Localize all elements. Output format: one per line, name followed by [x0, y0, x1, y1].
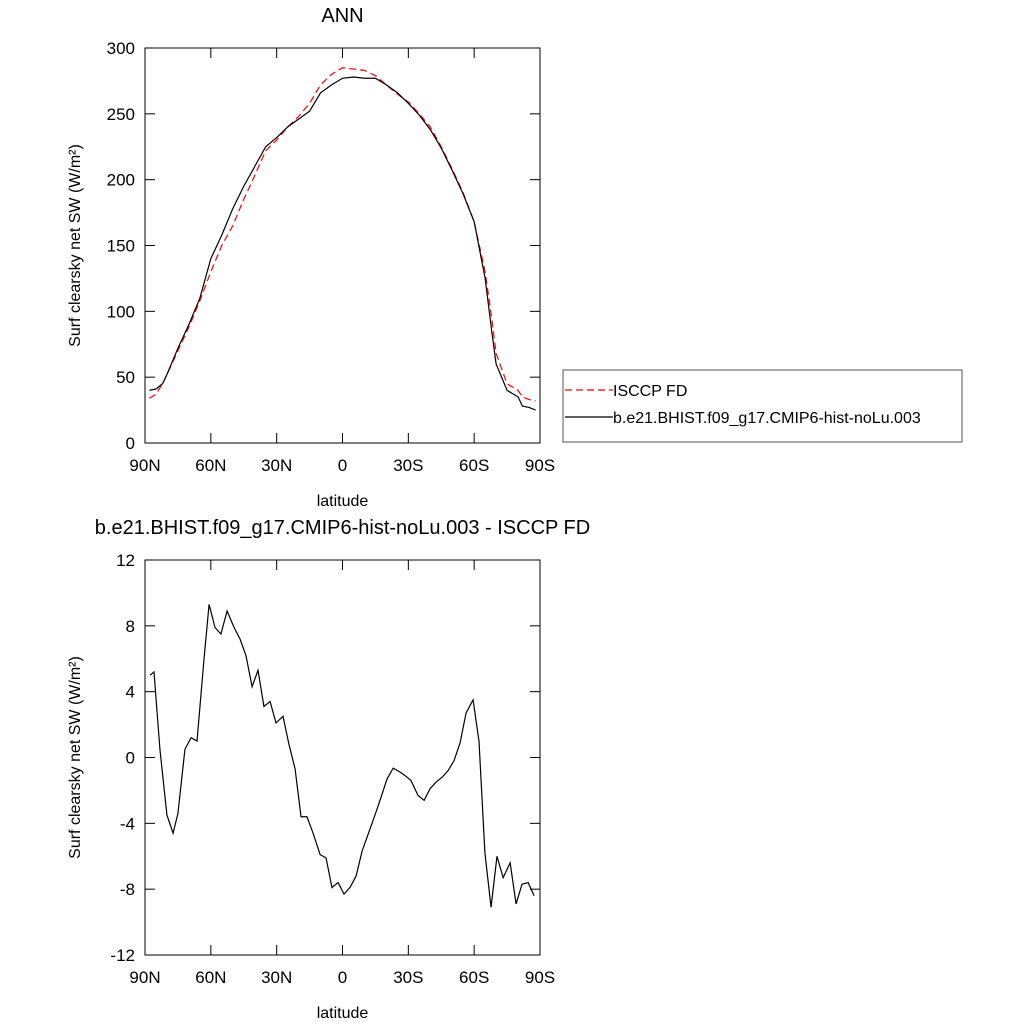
x-tick-label: 60S	[459, 968, 489, 987]
series-line	[149, 67, 536, 402]
x-tick-label: 90N	[129, 456, 160, 475]
series-line	[149, 76, 536, 411]
x-tick-label: 90N	[129, 968, 160, 987]
x-axis-label: latitude	[317, 1005, 369, 1022]
y-tick-label: -4	[120, 814, 135, 833]
y-axis-label: Surf clearsky net SW (W/m²)	[67, 656, 84, 859]
chart-title: ANN	[321, 5, 363, 27]
y-tick-label: 200	[107, 171, 135, 190]
y-tick-label: 50	[116, 368, 135, 387]
legend-label: ISCCP FD	[613, 383, 687, 400]
y-tick-label: 100	[107, 302, 135, 321]
x-tick-label: 90S	[525, 456, 555, 475]
y-tick-label: 150	[107, 237, 135, 256]
y-tick-label: 0	[126, 749, 135, 768]
series-line	[149, 604, 535, 908]
x-axis-label: latitude	[317, 493, 369, 510]
y-tick-label: 8	[126, 617, 135, 636]
y-tick-label: 4	[126, 683, 135, 702]
y-axis-label: Surf clearsky net SW (W/m²)	[67, 144, 84, 347]
plot-frame	[144, 47, 541, 444]
x-tick-label: 60N	[195, 968, 226, 987]
x-tick-label: 90S	[525, 968, 555, 987]
x-tick-label: 0	[338, 456, 347, 475]
y-tick-label: 300	[107, 39, 135, 58]
x-tick-label: 60N	[195, 456, 226, 475]
x-tick-label: 30S	[393, 456, 423, 475]
legend-box	[562, 369, 963, 443]
y-tick-label: 250	[107, 105, 135, 124]
y-tick-label: -12	[110, 946, 135, 965]
legend-label: b.e21.BHIST.f09_g17.CMIP6-hist-noLu.003	[613, 410, 921, 427]
x-tick-label: 30N	[261, 456, 292, 475]
y-tick-label: 0	[126, 434, 135, 453]
x-tick-label: 0	[338, 968, 347, 987]
x-tick-label: 30N	[261, 968, 292, 987]
x-tick-label: 60S	[459, 456, 489, 475]
x-tick-label: 30S	[393, 968, 423, 987]
y-tick-label: 12	[116, 551, 135, 570]
plot-frame	[144, 559, 541, 956]
chart-title: b.e21.BHIST.f09_g17.CMIP6-hist-noLu.003 …	[95, 517, 590, 539]
y-tick-label: -8	[120, 880, 135, 899]
